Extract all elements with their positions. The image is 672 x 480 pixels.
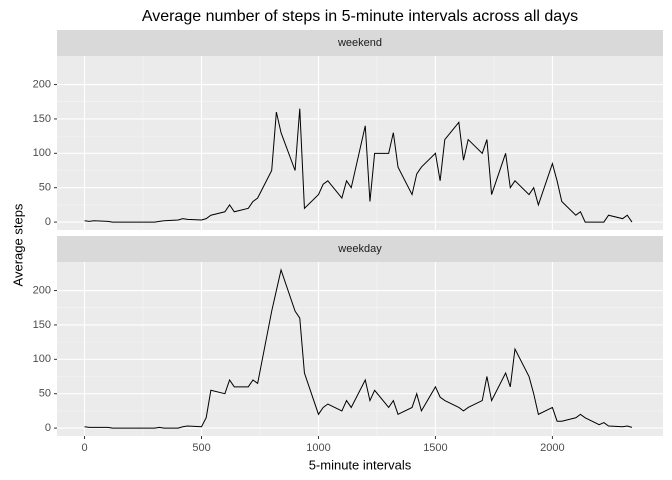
data-line bbox=[84, 108, 633, 223]
y-axis-label: Average steps bbox=[10, 203, 25, 286]
x-tick-label: 1000 bbox=[306, 442, 330, 454]
x-tick-label: 0 bbox=[81, 442, 87, 454]
strip bbox=[57, 30, 663, 56]
chart-title: Average number of steps in 5-minute inte… bbox=[142, 8, 578, 25]
y-tick-label: 50 bbox=[39, 182, 51, 194]
strip-label: weekday bbox=[337, 243, 382, 255]
y-tick-label: 200 bbox=[33, 78, 51, 90]
y-tick-label: 100 bbox=[33, 353, 51, 365]
y-tick-label: 200 bbox=[33, 284, 51, 296]
y-tick-label: 0 bbox=[45, 216, 51, 228]
y-tick-label: 100 bbox=[33, 147, 51, 159]
x-tick-label: 1500 bbox=[423, 442, 447, 454]
strip-label: weekend bbox=[337, 37, 382, 49]
x-tick-label: 500 bbox=[192, 442, 210, 454]
y-tick-label: 50 bbox=[39, 388, 51, 400]
x-tick-label: 2000 bbox=[540, 442, 564, 454]
strip bbox=[57, 236, 663, 262]
x-axis-label: 5-minute intervals bbox=[309, 457, 412, 472]
panel bbox=[57, 56, 663, 230]
data-line bbox=[84, 268, 633, 429]
y-tick-label: 0 bbox=[45, 422, 51, 434]
y-tick-label: 150 bbox=[33, 319, 51, 331]
panel bbox=[57, 262, 663, 436]
y-tick-label: 150 bbox=[33, 113, 51, 125]
